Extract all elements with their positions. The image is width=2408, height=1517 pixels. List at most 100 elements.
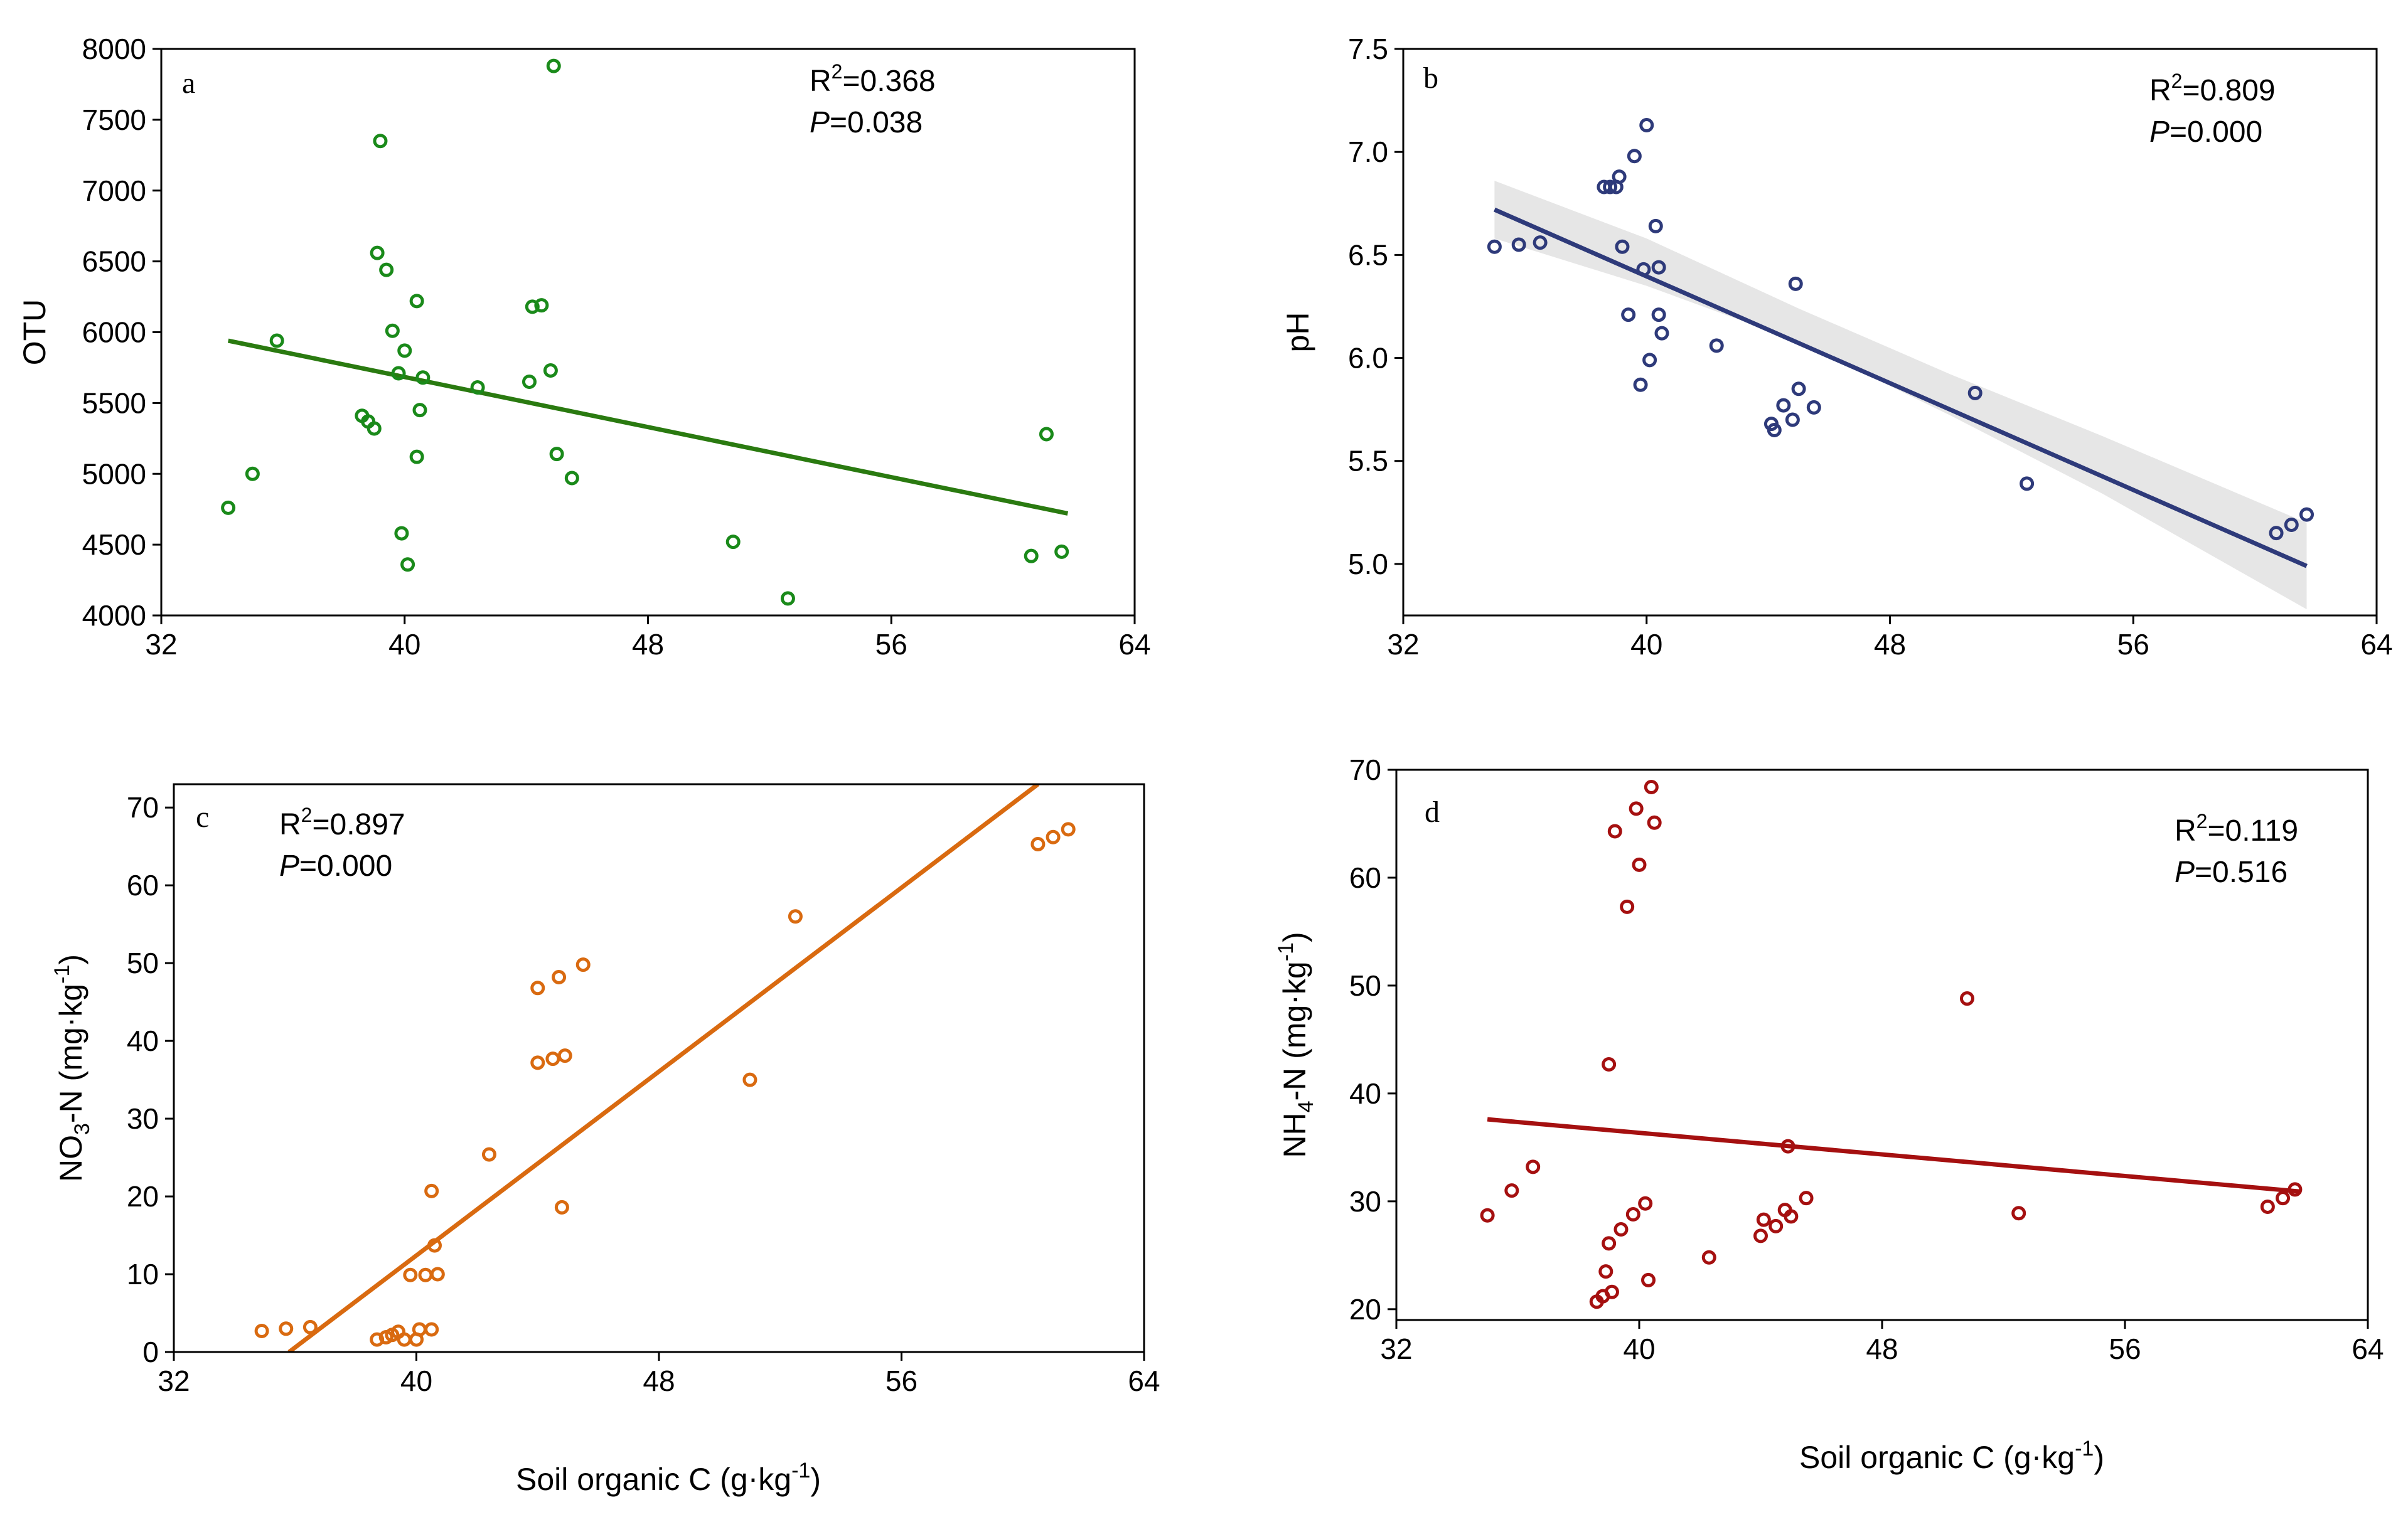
data-point (1784, 1209, 1799, 1224)
data-point (430, 1267, 445, 1282)
data-point (391, 366, 406, 381)
x-tick-label: 40 (388, 628, 420, 661)
data-point (1039, 427, 1054, 442)
data-point (302, 1319, 318, 1334)
data-point (1602, 1057, 1617, 1072)
y-tick-label: 10 (127, 1258, 159, 1291)
data-point (367, 421, 382, 436)
data-point (530, 1055, 545, 1070)
r-squared-label: R2=0.368 (810, 60, 936, 98)
data-point (1602, 1236, 1617, 1251)
data-point (1054, 544, 1069, 559)
r-squared-label: R2=0.897 (279, 804, 405, 841)
data-point (1598, 1264, 1613, 1279)
data-point (1959, 991, 1974, 1006)
data-point (409, 294, 424, 309)
r-squared-label: R2=0.809 (2149, 70, 2276, 107)
panel-a: 32 40 48 56 64 4000 4500 5000 5500 6000 6500 7000 75… (17, 33, 1151, 661)
data-point (415, 370, 431, 385)
data-point (564, 471, 579, 486)
data-point (552, 969, 567, 984)
data-point (2260, 1199, 2275, 1214)
data-point (1604, 1284, 1619, 1299)
data-point (1654, 326, 1669, 341)
data-point (1776, 398, 1791, 413)
regression-line (1493, 207, 2308, 568)
data-point (1785, 412, 1800, 427)
data-point (1651, 260, 1666, 275)
panel-label: d (1425, 796, 1440, 829)
x-tick-label: 32 (1380, 1333, 1412, 1365)
data-point (269, 333, 284, 348)
y-axis-label: NH4-N (mg·kg-1) (1274, 932, 1318, 1158)
data-point (427, 1238, 442, 1253)
x-tick-label: 40 (1623, 1333, 1655, 1365)
data-point (1046, 829, 1061, 844)
data-point (412, 403, 427, 418)
data-point (1788, 276, 1803, 291)
y-tick-label: 6.5 (1348, 238, 1388, 271)
data-point (400, 557, 415, 572)
p-value-label: P=0.000 (279, 849, 392, 883)
data-point (2276, 1191, 2291, 1206)
data-point (522, 375, 537, 390)
data-point (1607, 824, 1622, 839)
y-tick-label: 7000 (82, 174, 146, 207)
data-point (2288, 1182, 2303, 1197)
x-tick-label: 56 (2117, 628, 2149, 661)
data-point (1612, 169, 1627, 184)
data-point (394, 526, 409, 541)
panel-label: c (196, 801, 209, 834)
x-tick-label: 48 (632, 628, 664, 661)
x-tick-label: 32 (158, 1365, 190, 1397)
data-point (1967, 385, 1983, 400)
data-point (2269, 526, 2284, 541)
data-point (1701, 1250, 1716, 1265)
data-point (575, 957, 591, 972)
data-point (373, 134, 388, 149)
data-point (530, 981, 545, 996)
data-point (525, 299, 540, 314)
x-tick-label: 64 (1128, 1365, 1160, 1397)
y-tick-label: 70 (127, 791, 159, 824)
y-tick-label: 7500 (82, 104, 146, 136)
data-point (543, 363, 558, 378)
data-point (1632, 857, 1647, 872)
x-tick-label: 32 (1387, 628, 1419, 661)
data-point (1780, 1139, 1795, 1154)
data-point (534, 298, 549, 313)
y-tick-label: 30 (1349, 1185, 1381, 1218)
y-tick-label: 5500 (82, 386, 146, 419)
x-tick-label: 48 (1866, 1333, 1898, 1365)
x-tick-label: 64 (1118, 628, 1150, 661)
y-tick-label: 40 (1349, 1077, 1381, 1110)
p-value-label: P=0.516 (2175, 856, 2288, 889)
x-tick-label: 40 (400, 1365, 432, 1397)
data-point (554, 1200, 569, 1215)
data-point (1030, 836, 1046, 851)
data-point (2020, 476, 2035, 491)
data-point (1791, 381, 1806, 397)
data-point (1526, 1159, 1541, 1174)
y-axis-label: NO3-N (mg·kg-1) (50, 954, 94, 1182)
y-tick-label: 4000 (82, 599, 146, 632)
data-point (1633, 377, 1648, 392)
y-tick-label: 50 (127, 947, 159, 979)
x-axis-label-bottom-left: Soil organic C (g·kg-1) (516, 1459, 821, 1497)
x-tick-label: 56 (875, 628, 907, 661)
y-tick-label: 0 (142, 1336, 159, 1368)
data-point (2011, 1206, 2026, 1221)
data-point (1651, 307, 1666, 322)
x-tick-label: 48 (643, 1365, 675, 1397)
data-point (780, 591, 795, 606)
data-point (1644, 780, 1659, 795)
data-point (1647, 815, 1662, 830)
y-tick-label: 70 (1349, 753, 1381, 786)
data-point (470, 380, 485, 395)
data-point (546, 58, 561, 73)
data-point (1709, 338, 1724, 353)
data-point (418, 1267, 433, 1282)
regression-line (1487, 1117, 2301, 1194)
y-tick-label: 7.5 (1348, 33, 1388, 65)
